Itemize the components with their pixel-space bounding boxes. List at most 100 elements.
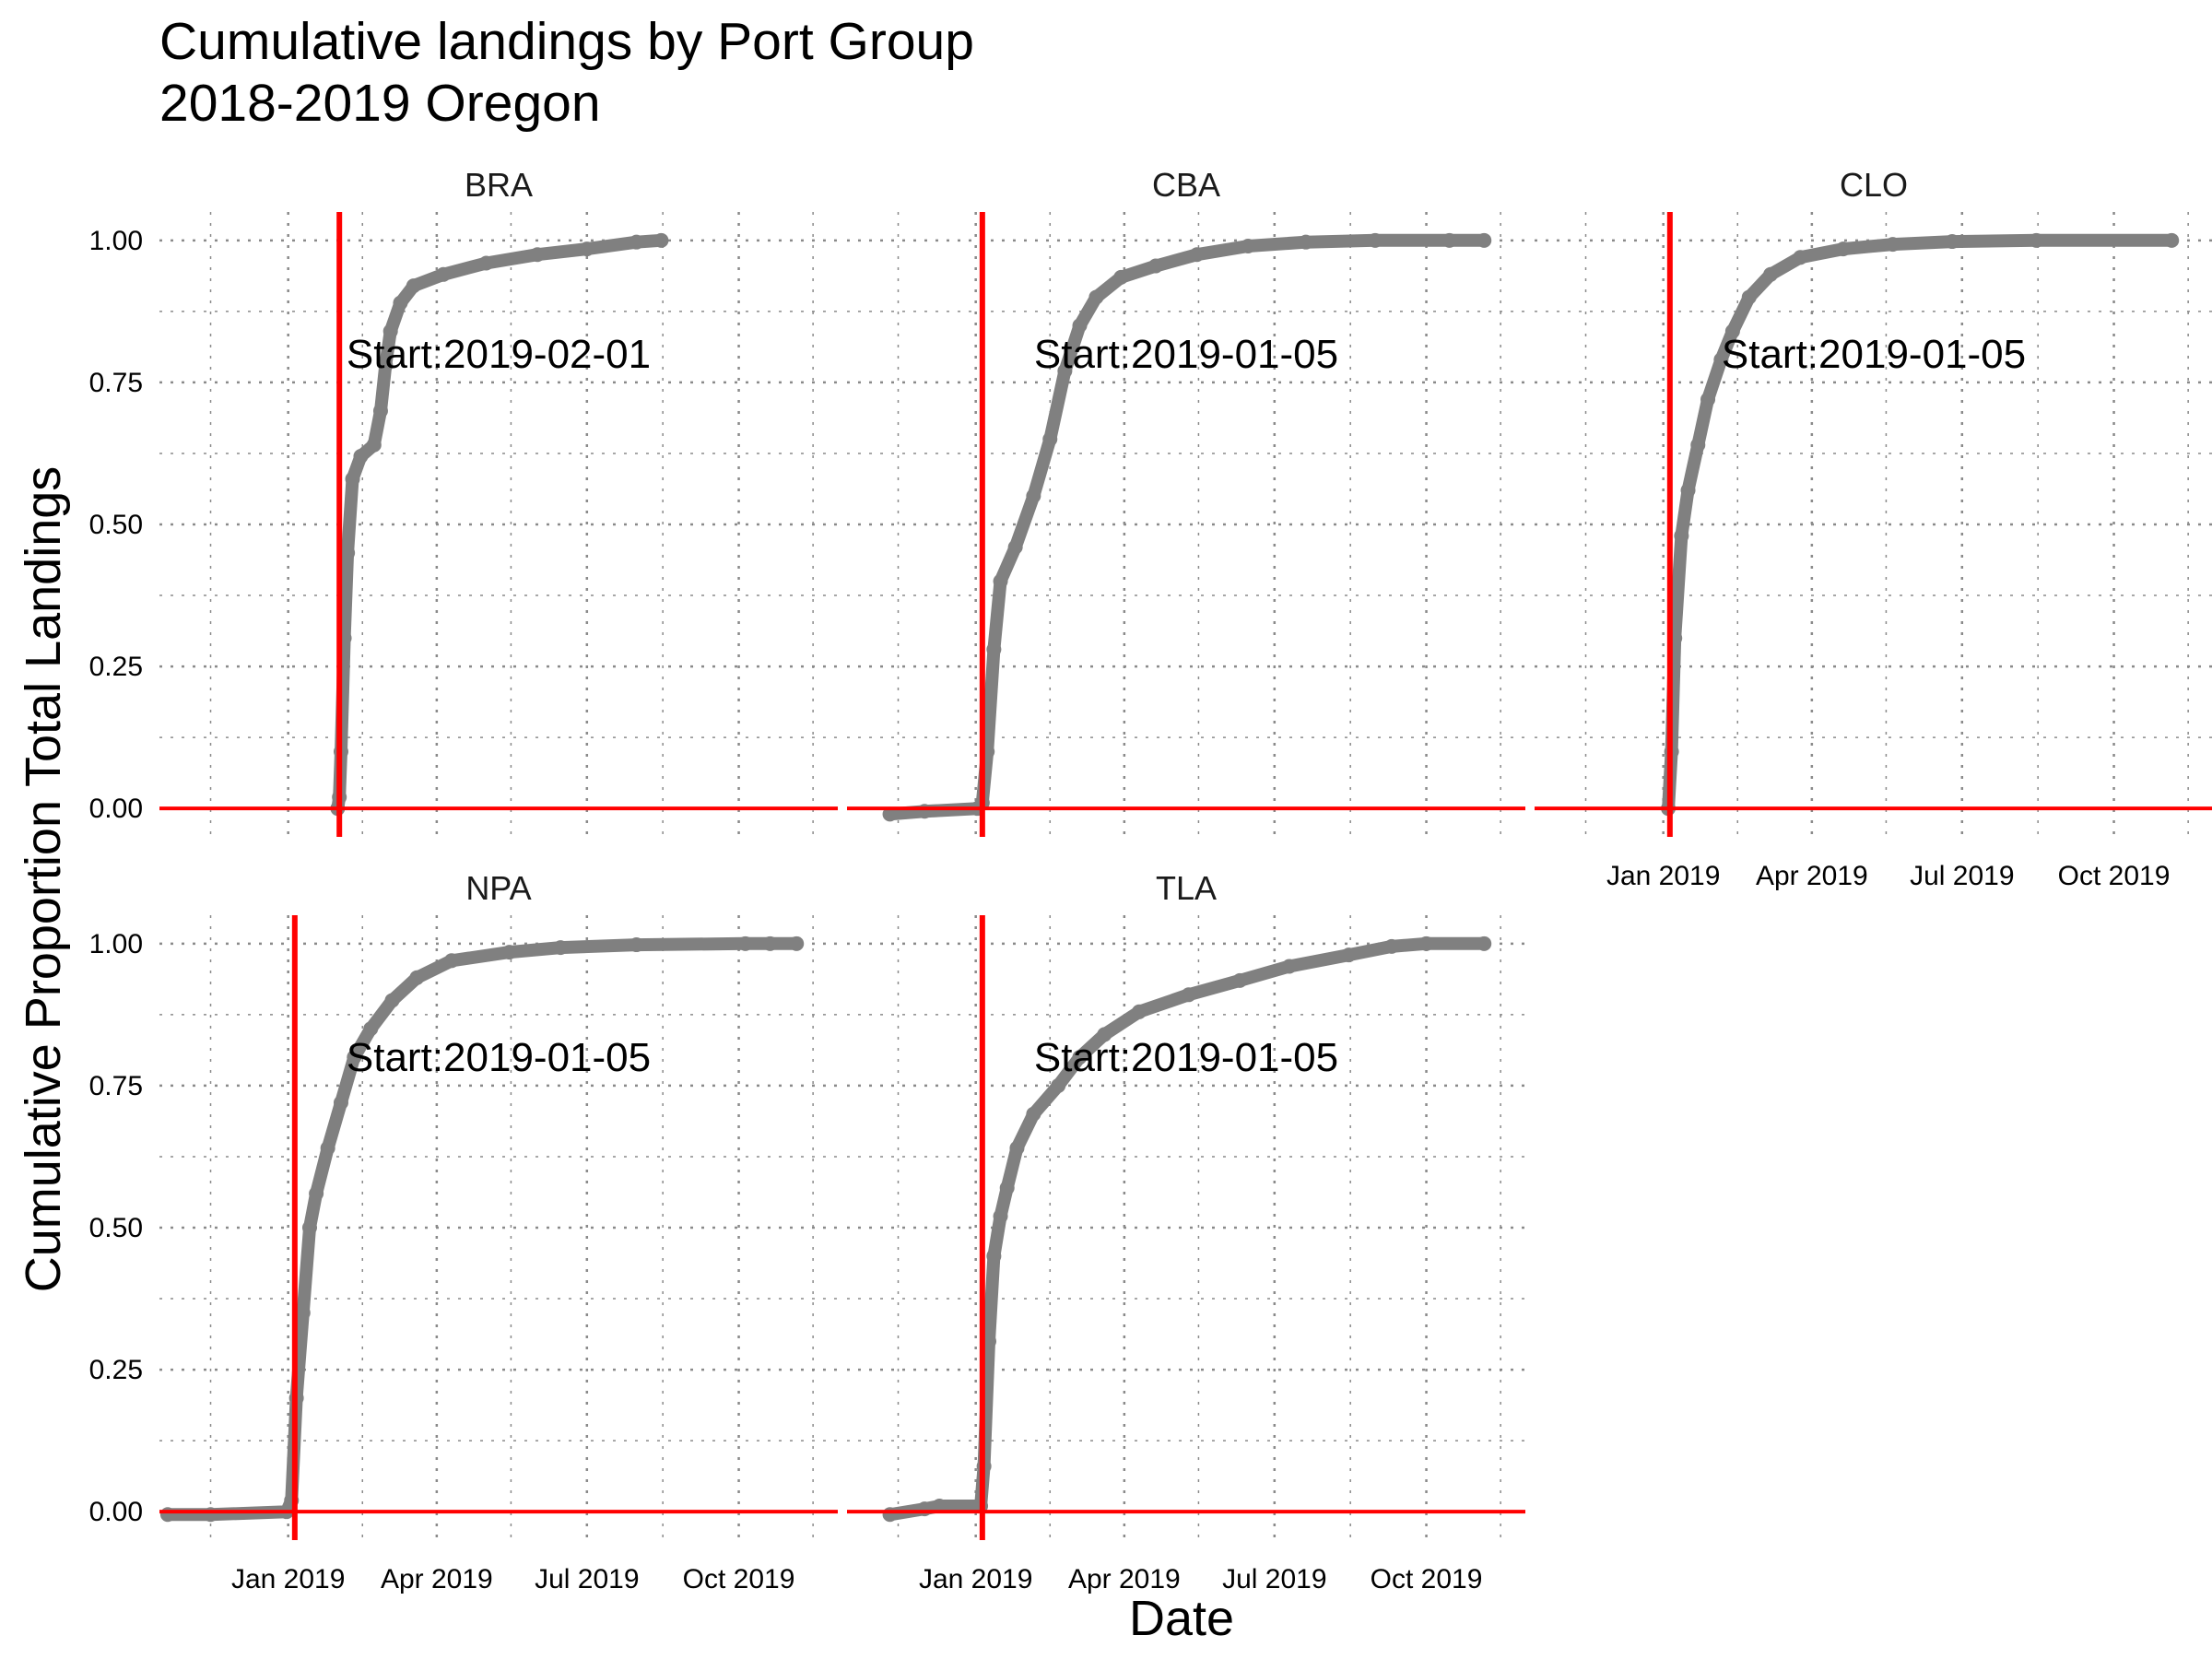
data-point [1072,318,1088,334]
data-point [932,1499,947,1514]
panel-strip-label: CBA [1152,166,1220,204]
chart-title: Cumulative landings by Port Group [159,12,974,71]
data-point [1368,232,1383,248]
data-point [366,437,382,453]
data-point [1793,250,1808,265]
panel-npa: NPA Start:2019-01-05 0.00 0.25 0.50 0.75 1.00 J… [89,869,838,1594]
data-point [629,937,644,953]
data-point [1680,483,1696,499]
data-point [737,935,753,951]
data-point [579,241,594,257]
data-point [1072,1050,1088,1065]
panel-strip-label: NPA [465,869,531,907]
data-point [1477,935,1492,951]
data-point [333,1095,348,1111]
data-point [917,804,933,819]
data-point [917,1501,933,1517]
data-point [478,255,494,271]
data-point [882,1507,898,1523]
data-point [789,935,805,951]
data-point [1189,247,1205,263]
data-point [295,1305,311,1321]
data-point [1441,232,1457,248]
data-point [345,471,360,487]
grid-lines [847,212,1525,837]
data-point [382,324,398,339]
data-point [882,806,898,822]
start-annotation: Start:2019-01-05 [347,1035,651,1080]
y-tick-label: 0.75 [89,368,143,398]
data-point [762,935,778,951]
data-point [1051,1077,1066,1093]
data-point [1131,1004,1147,1019]
x-tick-label: Jul 2019 [535,1564,639,1594]
grid-lines [159,212,838,837]
x-tick-label: Oct 2019 [683,1564,795,1594]
data-point [393,295,408,311]
data-point [986,641,1002,657]
data-point [320,1140,335,1156]
x-tick-label: Jul 2019 [1910,861,2014,891]
series-line [883,936,1491,1522]
data-point [1690,437,1706,453]
x-tick-label: Apr 2019 [1068,1564,1181,1594]
chart-subtitle: 2018-2019 Oregon [159,74,601,133]
data-point [309,1186,324,1202]
x-tick-label: Apr 2019 [381,1564,493,1594]
data-point [409,970,425,985]
data-point [340,545,356,560]
data-point [1835,241,1851,257]
y-tick-label: 1.00 [89,929,143,959]
data-point [1418,935,1434,951]
data-point [1724,324,1740,339]
data-point [982,1334,997,1349]
data-point [1097,1027,1112,1042]
panels-layer: BRA Start:2019-02-01 0.00 0.25 0.50 0.75 1.00 C… [89,166,2212,1594]
data-point [1281,959,1297,974]
data-point [1477,232,1492,248]
data-point [406,278,421,294]
data-point [1713,352,1729,368]
data-point [553,940,569,956]
start-annotation: Start:2019-01-05 [1034,1035,1338,1080]
x-tick-label: Apr 2019 [1756,861,1868,891]
start-annotation: Start:2019-02-01 [347,332,651,377]
data-point [1341,947,1357,963]
data-point [1113,269,1129,285]
x-tick-label: Jan 2019 [919,1564,1032,1594]
data-point [1741,289,1757,305]
grid-lines [1535,212,2212,837]
grid-lines [159,915,838,1540]
y-tick-label: 0.00 [89,1497,143,1527]
y-axis-title: Cumulative Proportion Total Landings [16,466,71,1293]
series-line [883,233,1491,821]
panel-strip-label: CLO [1840,166,1908,204]
data-point [436,266,452,282]
panel-cba: CBA Start:2019-01-05 [847,166,1525,837]
data-point [530,247,546,263]
data-point [1007,539,1023,555]
data-point [1026,1106,1041,1122]
x-axis-title: Date [1129,1591,1234,1646]
series-line [1662,233,2179,816]
x-tick-label: Oct 2019 [1371,1564,1483,1594]
data-point [993,573,1008,589]
y-tick-label: 0.50 [89,1213,143,1243]
data-point [301,1220,317,1235]
grid-lines [847,915,1525,1540]
data-point [1088,289,1104,305]
data-point [1885,237,1900,253]
data-point [653,232,669,248]
data-point [159,1507,175,1523]
x-tick-label: Jul 2019 [1222,1564,1326,1594]
x-tick-label: Jan 2019 [231,1564,345,1594]
y-tick-label: 0.25 [89,652,143,682]
panel-bra: BRA Start:2019-02-01 0.00 0.25 0.50 0.75 1.00 [89,166,838,837]
data-point [1383,938,1399,954]
data-point [1298,234,1313,250]
data-point [1181,987,1196,1003]
data-point [629,234,644,250]
data-point [1057,363,1073,379]
data-point [2164,232,2180,248]
